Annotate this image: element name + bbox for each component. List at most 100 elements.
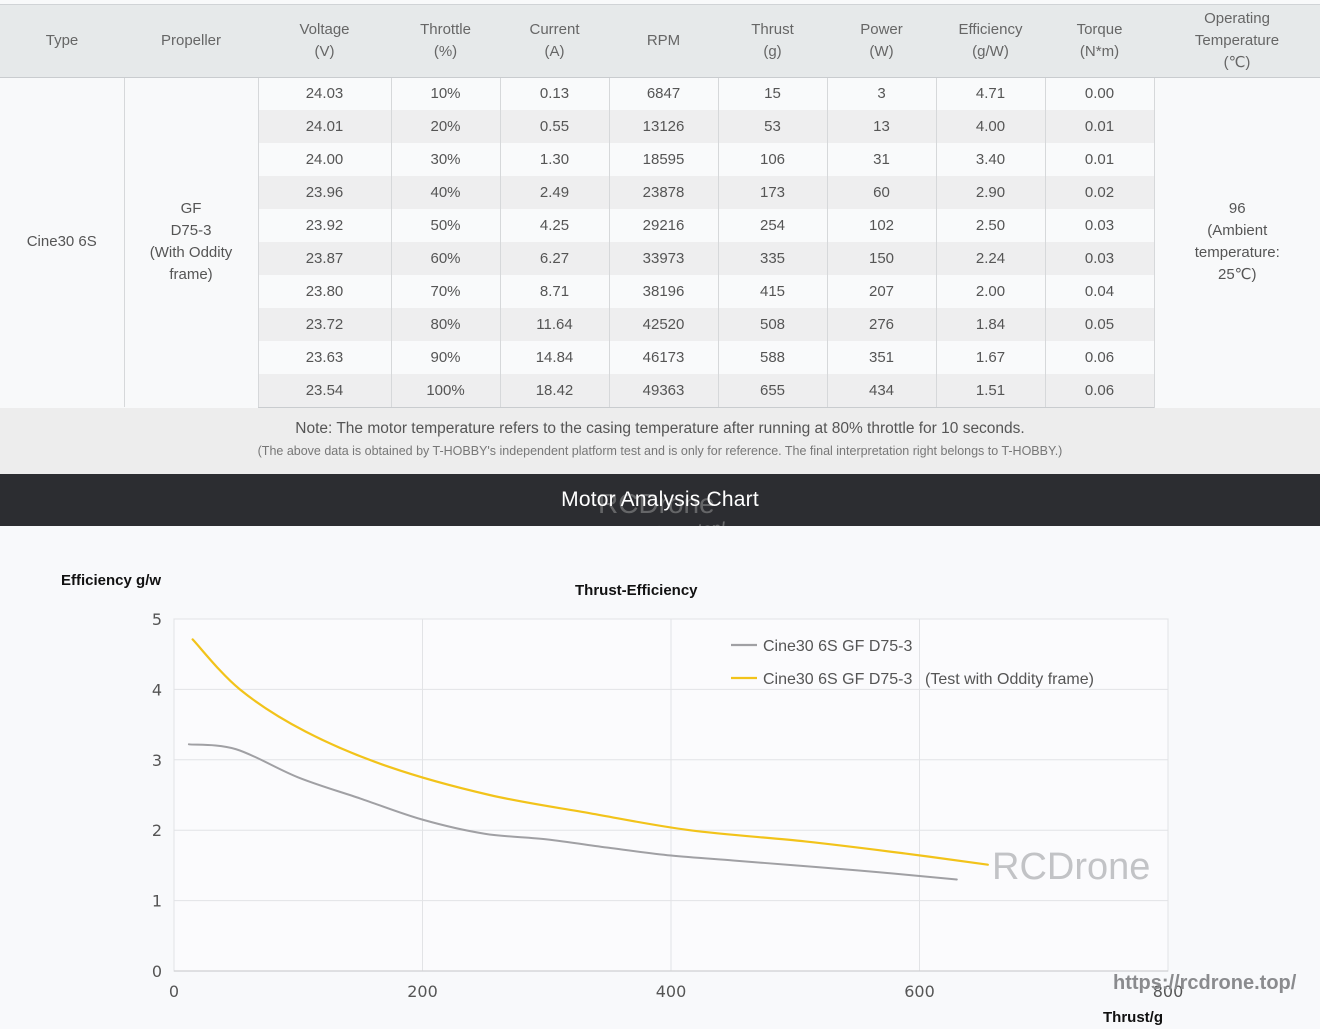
table-cell: 24.00 (257, 143, 391, 176)
table-row: 23.63 90% 14.84 46173 588 351 1.67 0.06 (0, 341, 1320, 374)
table-cell: 3 (826, 77, 936, 110)
table-cell: 106 (717, 143, 827, 176)
note-disclaimer: (The above data is obtained by T-HOBBY's… (257, 444, 1063, 458)
watermark-url: https://rcdrone.top/ (1113, 972, 1297, 994)
column-header-text: (%) (433, 42, 458, 60)
table-cell: 4.00 (935, 110, 1045, 143)
table-cell: 0.03 (1044, 242, 1154, 275)
column-header-text: Efficiency (958, 20, 1023, 38)
column-header: Current (A) (500, 5, 609, 78)
table-cell: 18.42 (499, 374, 609, 408)
table-cell: 50% (390, 209, 500, 242)
x-tick-label: 400 (656, 982, 687, 1001)
y-tick-label: 1 (152, 892, 162, 911)
column-header-text: (g) (763, 42, 782, 60)
column-header-text: Type (45, 31, 79, 49)
propeller-text: GF (180, 200, 202, 218)
table-cell: 24.01 (257, 110, 391, 143)
y-tick-label: 3 (152, 751, 162, 770)
table-cell: 4.71 (935, 77, 1045, 110)
column-header-text: Current (529, 20, 580, 38)
table-cell: 0.06 (1044, 374, 1154, 408)
column-header-text: Throttle (420, 20, 471, 38)
table-cell: 0.01 (1044, 110, 1154, 143)
table-cell: 53 (717, 110, 827, 143)
column-header: Voltage (V) (258, 5, 391, 78)
table-cell: 173 (717, 176, 827, 209)
propeller-text: frame) (169, 266, 213, 284)
table-cell: 2.00 (935, 275, 1045, 308)
column-header: Thrust (g) (718, 5, 827, 78)
table-cell: 38196 (608, 275, 718, 308)
table-cell: 655 (717, 374, 827, 408)
table-cell: 1.51 (935, 374, 1045, 408)
table-cell: 415 (717, 275, 827, 308)
table-cell: 335 (717, 242, 827, 275)
note-line-1: Note: The motor temperature refers to th… (295, 420, 1025, 437)
table-cell: 40% (390, 176, 500, 209)
x-tick-label: 200 (407, 982, 438, 1001)
table-cell: 254 (717, 209, 827, 242)
test-note: Note: The motor temperature refers to th… (0, 408, 1320, 474)
table-cell: 0.55 (499, 110, 609, 143)
column-header: Type (0, 5, 124, 78)
propeller-text: (With Oddity (149, 244, 233, 262)
table-cell: 3.40 (935, 143, 1045, 176)
column-header-text: Thrust (751, 20, 794, 38)
table-cell: 23.92 (257, 209, 391, 242)
column-header-text: (N*m) (1079, 42, 1120, 60)
table-row: 23.72 80% 11.64 42520 508 276 1.84 0.05 (0, 308, 1320, 341)
table-top-border (0, 4, 1320, 5)
table-cell: 15 (717, 77, 827, 110)
table-row: 23.96 40% 2.49 23878 173 60 2.90 0.02 (0, 176, 1320, 209)
column-header-text: Temperature (1194, 31, 1280, 49)
table-cell: 46173 (608, 341, 718, 374)
table-cell: 23.63 (257, 341, 391, 374)
table-cell: 1.84 (935, 308, 1045, 341)
column-header-text: Propeller (160, 31, 222, 49)
y-tick-label: 5 (152, 610, 162, 629)
column-header: Torque (N*m) (1045, 5, 1154, 78)
table-cell: 13126 (608, 110, 718, 143)
table-cell: 2.50 (935, 209, 1045, 242)
table-cell: 60 (826, 176, 936, 209)
table-cell: 0.04 (1044, 275, 1154, 308)
table-cell: 11.64 (499, 308, 609, 341)
motor-type-cell: Cine30 6S (0, 77, 124, 407)
x-axis-label: Thrust/g (1103, 1009, 1163, 1026)
table-cell: 6847 (608, 77, 718, 110)
column-header-text: (g/W) (972, 42, 1009, 60)
table-cell: 23.54 (257, 374, 391, 408)
table-row: 23.54 100% 18.42 49363 655 434 1.51 0.06 (0, 374, 1320, 408)
column-header-text: Power (860, 20, 903, 38)
table-cell: 10% (390, 77, 500, 110)
temperature-text: 96 (1228, 200, 1246, 218)
column-header-text: (A) (544, 42, 565, 60)
series-line-oddity-frame (191, 638, 989, 866)
x-tick-label: 0 (169, 982, 179, 1001)
table-cell: 1.30 (499, 143, 609, 176)
column-header: Throttle (%) (391, 5, 500, 78)
table-cell: 23.96 (257, 176, 391, 209)
legend-label-suffix: (Test with Oddity frame) (925, 671, 1094, 688)
table-cell: 18595 (608, 143, 718, 176)
table-cell: 102 (826, 209, 936, 242)
table-cell: 0.01 (1044, 143, 1154, 176)
table-cell: 20% (390, 110, 500, 143)
propeller-cell: GF D75-3 (With Oddity frame) (123, 77, 258, 407)
table-cell: 49363 (608, 374, 718, 408)
table-cell: 351 (826, 341, 936, 374)
legend-label: Cine30 6S GF D75-3 (763, 638, 913, 655)
table-cell: 150 (826, 242, 936, 275)
table-cell: 42520 (608, 308, 718, 341)
table-cell: 23.72 (257, 308, 391, 341)
table-cell: 29216 (608, 209, 718, 242)
column-header-text: Torque (1076, 20, 1123, 38)
table-cell: 100% (390, 374, 500, 408)
table-cell: 80% (390, 308, 500, 341)
table-cell: 434 (826, 374, 936, 408)
section-header-bar: Motor Analysis Chart (0, 474, 1320, 526)
table-cell: 24.03 (257, 77, 391, 110)
table-cell: 0.03 (1044, 209, 1154, 242)
motor-spec-table: Type Propeller Voltage (V) Throttle (%) Curren… (0, 5, 1320, 408)
